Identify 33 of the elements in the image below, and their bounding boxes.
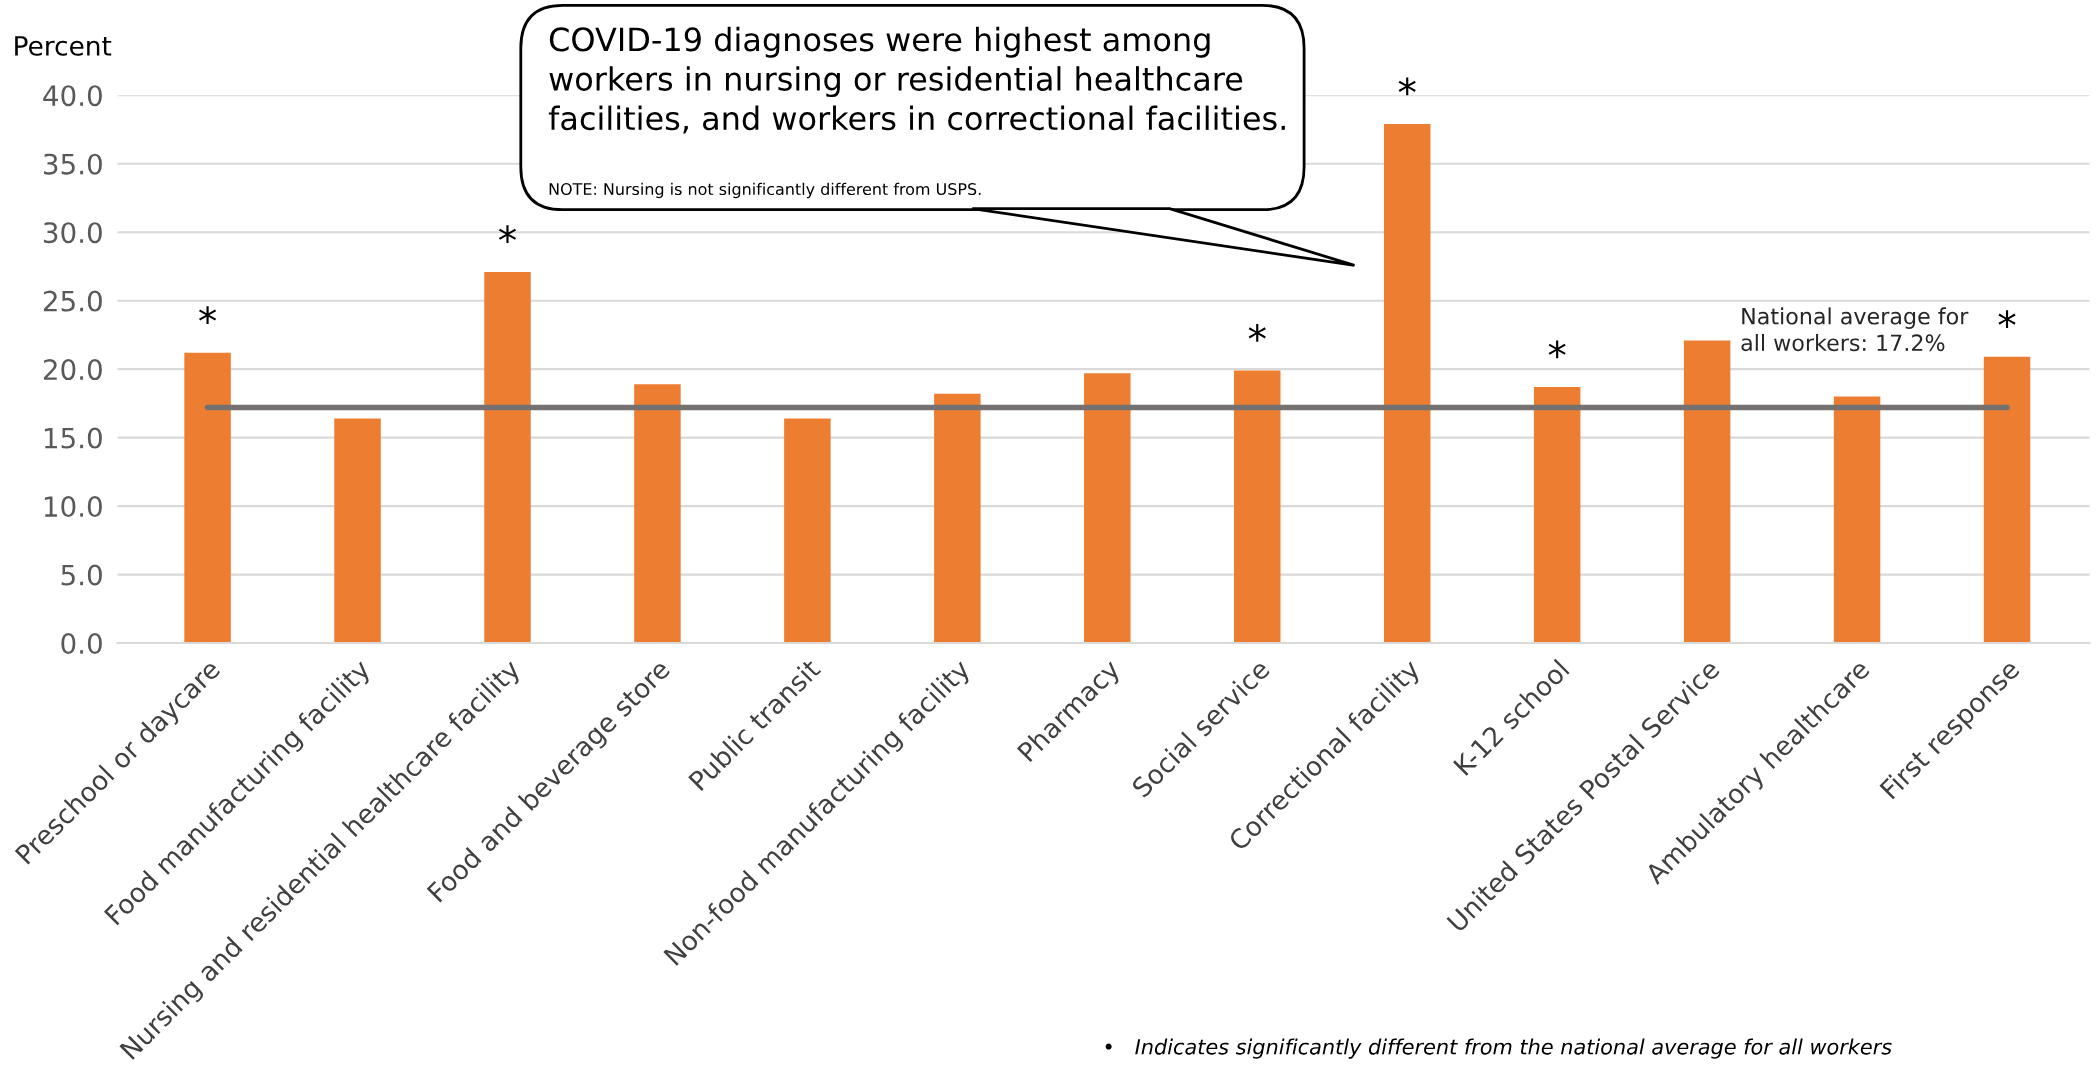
bar (1983, 356, 2031, 644)
y-tick-label: 30.0 (43, 222, 102, 244)
bar (1084, 373, 1131, 644)
annotation: * (1998, 310, 2016, 329)
ref-line-label: National average for all workers: 17.2% (1741, 307, 1969, 352)
bar (1383, 123, 1431, 644)
bar (1533, 386, 1581, 644)
annotation: * (199, 306, 217, 324)
annotation: * (498, 225, 517, 244)
y-axis-title: Percent (15, 36, 112, 56)
bar (484, 271, 531, 644)
bar (934, 393, 981, 644)
bar (784, 418, 831, 644)
annotation: NOTE: Nursing is not significantly different from USPS. (549, 182, 981, 199)
annotation: COVID-19 diagnoses were highest among workers in nursing or residential healthcare facilities, and workers in correctional facilities. (548, 26, 1285, 134)
y-tick-label: 20.0 (43, 359, 102, 381)
y-tick-label: 10.0 (44, 496, 102, 518)
y-tick-label: 25.0 (43, 290, 102, 312)
annotation: * (1398, 77, 1416, 96)
text: • Indicates significantly different from the national average for all workers (1105, 1038, 1892, 1059)
y-tick-label: 40.0 (43, 85, 102, 107)
y-tick-label: 35.0 (43, 153, 102, 175)
y-tick-label: 15.0 (44, 427, 102, 449)
y-tick-label: 5.0 (61, 564, 102, 586)
annotation: * (1548, 340, 1566, 359)
bar (1833, 396, 1881, 644)
bar (1683, 340, 1731, 644)
bar (184, 352, 231, 644)
annotation: * (1248, 323, 1266, 342)
bar (334, 418, 381, 644)
y-tick-label: 0.0 (61, 633, 102, 655)
bar (634, 384, 681, 644)
bar (1234, 370, 1281, 644)
